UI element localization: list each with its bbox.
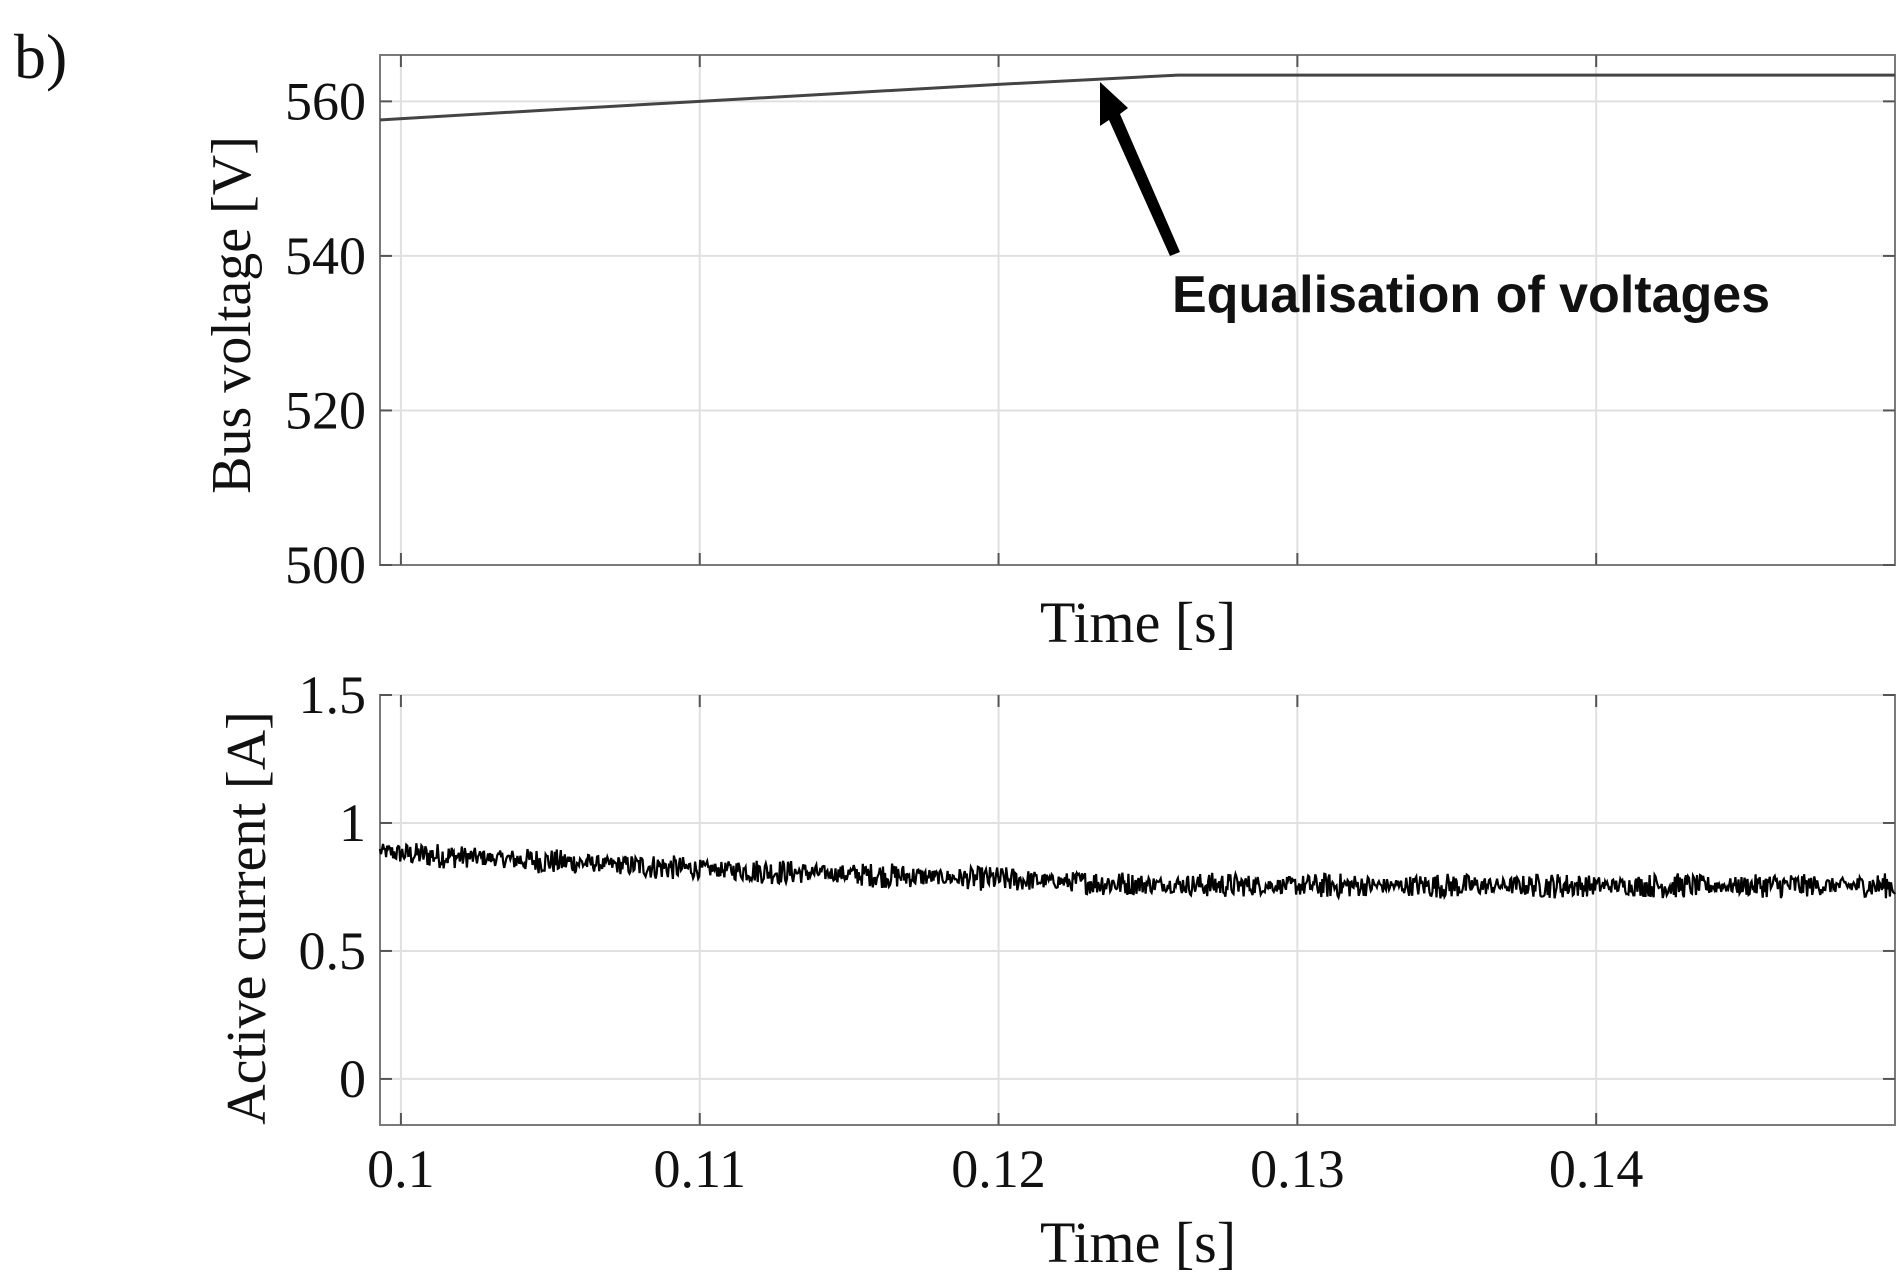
ylabel-current: Active current [A] (216, 711, 278, 1125)
xtick-label: 0.11 (653, 1139, 746, 1199)
yticks-voltage: 500 520 540 560 (285, 71, 1895, 595)
plot-area-voltage (379, 54, 1896, 566)
series-line-current (378, 842, 1896, 901)
xticks-current: 0.1 0.11 0.12 0.13 0.14 (367, 695, 1643, 1199)
series-line-voltage (379, 73, 1895, 122)
annotation-arrow-icon (1100, 82, 1180, 256)
ytick-label: 540 (285, 226, 366, 286)
plot-area-current (379, 694, 1896, 1126)
xlabel-current: Time [s] (1040, 1210, 1236, 1275)
ytick-label: 1.5 (299, 665, 367, 725)
xtick-label: 0.14 (1549, 1139, 1644, 1199)
xlabel-voltage: Time [s] (1040, 590, 1236, 655)
series-noise-current (378, 842, 1896, 901)
panel-label: b) (14, 21, 67, 92)
yticks-current: 0 0.5 1 1.5 (299, 665, 1895, 1109)
xtick-label: 0.13 (1250, 1139, 1345, 1199)
ytick-label: 0 (339, 1049, 366, 1109)
ytick-label: 520 (285, 380, 366, 440)
annotation-equalisation: Equalisation of voltages (1172, 266, 1770, 324)
ytick-label: 0.5 (299, 921, 367, 981)
xtick-label: 0.1 (367, 1139, 435, 1199)
bus-voltage-chart: 500 520 540 560 Equalisation of voltages Bu… (201, 54, 1896, 655)
grid-current (380, 694, 1895, 1125)
active-current-chart: 0 0.5 1 1.5 0.1 0.11 0.12 0.13 0.14 Active curr… (216, 665, 1896, 1275)
ylabel-voltage: Bus voltage [V] (201, 136, 263, 494)
grid-voltage (380, 55, 1895, 565)
ytick-label: 500 (285, 535, 366, 595)
xticks-voltage (399, 55, 1598, 565)
xtick-label: 0.12 (951, 1139, 1046, 1199)
ytick-label: 1 (339, 793, 366, 853)
ytick-label: 560 (285, 71, 366, 131)
